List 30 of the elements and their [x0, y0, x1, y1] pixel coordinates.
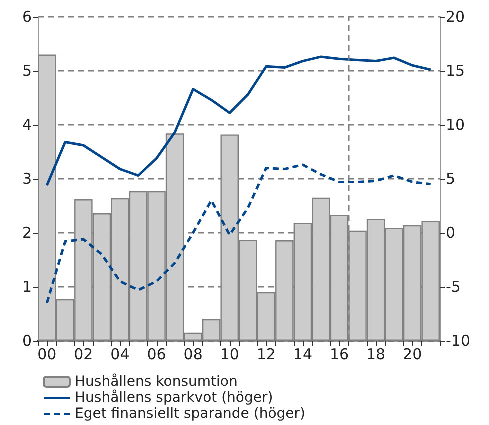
y2-tick-label: 0	[446, 224, 456, 242]
y2-tick-label: 20	[446, 8, 466, 26]
x-tick-label: 00	[38, 346, 57, 364]
y-tick-label: 5	[22, 62, 32, 80]
legend-label: Hushållens konsumtion	[75, 373, 238, 390]
x-tick-label: 14	[293, 346, 312, 364]
x-tick-label: 08	[184, 346, 203, 364]
x-tick-label: 10	[220, 346, 240, 364]
x-tick-label: 18	[366, 346, 386, 364]
legend-label: Hushållens sparkvot (höger)	[75, 389, 274, 406]
line-series	[46, 164, 432, 304]
y-tick-label: 3	[22, 170, 32, 188]
x-tick-label: 12	[256, 346, 276, 364]
x-tick-label: 16	[330, 346, 350, 364]
legend-label: Eget finansiellt sparande (höger)	[75, 406, 306, 422]
y-tick-label: 0	[22, 332, 32, 350]
y2-tick-label: 5	[446, 170, 456, 188]
line-series	[46, 56, 432, 187]
x-tick-label: 20	[403, 346, 422, 364]
y-tick-label: 1	[22, 278, 32, 296]
y2-tick-label: 15	[446, 62, 466, 80]
y-tick-label: 2	[22, 224, 32, 242]
y-tick-label: 6	[22, 8, 32, 26]
x-tick-label: 04	[110, 346, 130, 364]
x-tick-label: 06	[147, 346, 166, 364]
y2-tick-label: 10	[446, 116, 466, 134]
y2-tick-label: -10	[446, 332, 470, 350]
x-tick-label: 02	[74, 346, 94, 364]
y-tick-label: 4	[22, 116, 32, 134]
y2-tick-label: -5	[446, 278, 461, 296]
